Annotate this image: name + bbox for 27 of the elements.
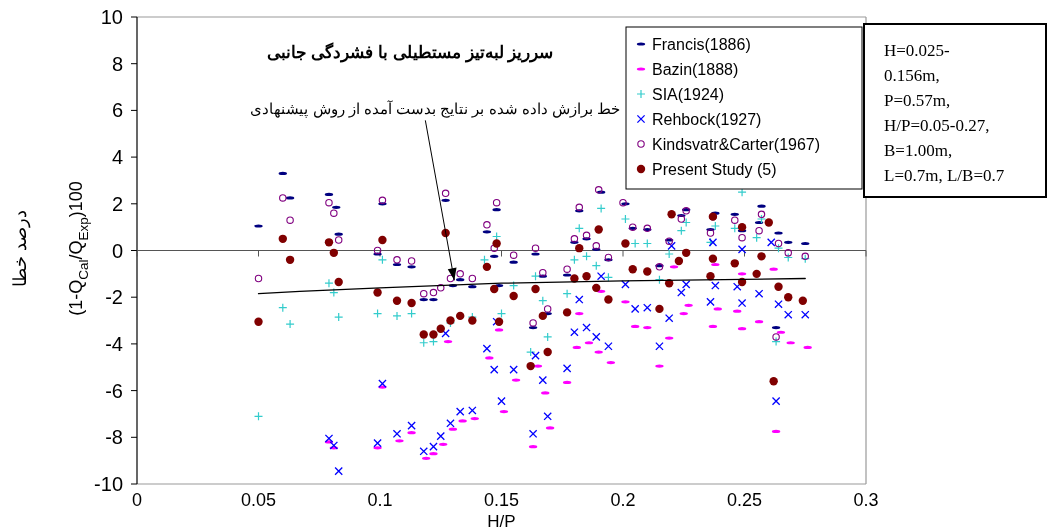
text: سرریز لبه‌تیز مستطیلی با فشردگی جانبی [266,42,554,63]
y-tick-label: -6 [105,379,123,402]
x-axis-title: H/P [487,512,516,531]
y-tick-label: -8 [105,426,123,449]
y-tick-label: -2 [105,286,123,309]
legend-label: Francis(1886) [652,36,751,53]
legend-label: SIA(1924) [652,86,725,103]
annotation: خط برازش داده شده بر نتایج بدست آمده از روش پیشنهادی [250,100,621,119]
y-tick-label: 0 [111,239,123,262]
legend-label: Present Study (5) [652,161,777,178]
y-tick-label: -4 [105,332,123,355]
x-tick-label: 0.15 [483,490,520,510]
y-tick-label: 10 [100,6,123,28]
y-tick-label: 4 [111,146,123,169]
y-tick-label: 8 [111,52,123,75]
y-tick-label: -10 [94,473,123,495]
x-tick-label: 0 [131,490,143,510]
x-tick-label: 0.05 [240,490,277,510]
legend-label: Kindsvatr&Carter(1967) [652,136,821,153]
legend-label: Bazin(1888) [652,61,739,78]
x-tick-label: 0.2 [610,490,636,510]
y-tick-label: 6 [111,99,123,122]
x-tick-label: 0.25 [726,490,763,510]
legend-label: Rehbock(1927) [652,111,762,128]
x-tick-label: 0.3 [853,490,879,510]
y-tick-label: 2 [111,192,123,215]
x-tick-label: 0.1 [367,490,393,510]
